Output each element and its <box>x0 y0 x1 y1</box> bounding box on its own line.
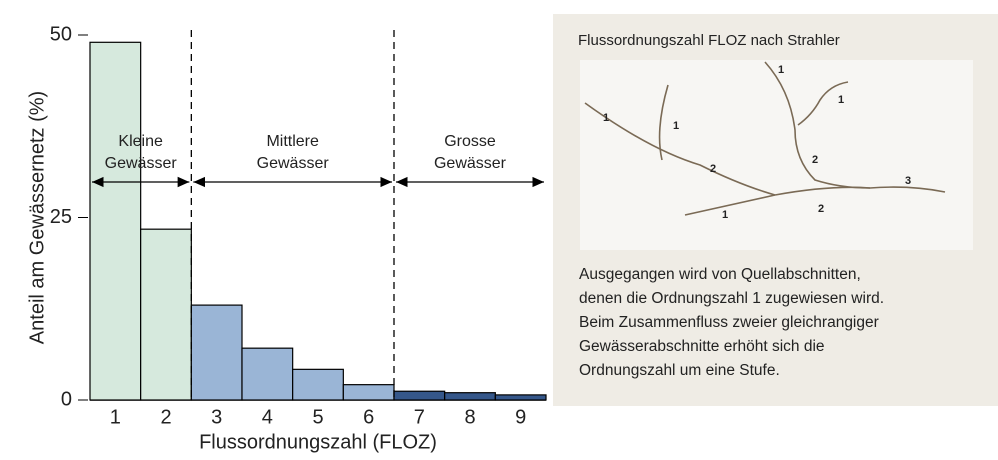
bar <box>342 384 395 401</box>
group-label: Grosse <box>444 133 496 150</box>
y-tick-label: 0 <box>61 388 72 410</box>
x-tick-label: 2 <box>160 406 171 428</box>
x-tick-label: 4 <box>262 406 273 428</box>
y-tick-label: 50 <box>50 23 72 45</box>
diagram-label: 2 <box>812 154 818 166</box>
x-tick-label: 9 <box>515 406 526 428</box>
panel-text: denen die Ordnungszahl 1 zugewiesen wird… <box>579 290 884 307</box>
y-axis-label: Anteil am Gewässernetz (%) <box>26 91 48 344</box>
x-tick-label: 3 <box>211 406 222 428</box>
panel-text: Beim Zusammenfluss zweier gleichrangiger <box>579 314 879 331</box>
x-axis-label: Flussordnungszahl (FLOZ) <box>199 431 437 453</box>
panel-text: Ordnungszahl um eine Stufe. <box>579 362 780 379</box>
diagram-label: 1 <box>673 120 679 132</box>
x-tick-label: 8 <box>464 406 475 428</box>
river-network <box>584 61 946 216</box>
group-label: Gewässer <box>105 155 178 172</box>
group-label: Kleine <box>118 133 163 150</box>
diagram-bg <box>580 60 973 250</box>
x-tick-label: 5 <box>312 406 323 428</box>
panel-text: Gewässerabschnitte erhöht sich die <box>579 338 825 355</box>
bar <box>89 41 142 401</box>
diagram-label: 3 <box>905 175 911 187</box>
y-tick-label: 25 <box>50 206 72 228</box>
diagram-label: 2 <box>818 203 824 215</box>
diagram-label: 1 <box>778 64 784 76</box>
panel-text: Ausgegangen wird von Quellabschnitten, <box>579 266 861 283</box>
bar <box>241 347 294 401</box>
bar <box>292 368 344 401</box>
x-tick-label: 6 <box>363 406 374 428</box>
diagram-label: 1 <box>722 209 728 221</box>
diagram-label: 2 <box>710 163 716 175</box>
bar <box>140 228 192 401</box>
bar <box>444 392 496 401</box>
x-tick-label: 1 <box>110 406 121 428</box>
group-label: Gewässer <box>257 155 330 172</box>
panel-title: Flussordnungszahl FLOZ nach Strahler <box>578 32 840 49</box>
diagram-label: 1 <box>603 112 609 124</box>
x-tick-label: 7 <box>414 406 425 428</box>
bar <box>190 304 243 401</box>
group-label: Mittlere <box>266 133 319 150</box>
diagram-label: 1 <box>838 94 844 106</box>
bar <box>393 390 446 401</box>
bar <box>494 394 547 401</box>
group-label: Gewässer <box>434 155 507 172</box>
